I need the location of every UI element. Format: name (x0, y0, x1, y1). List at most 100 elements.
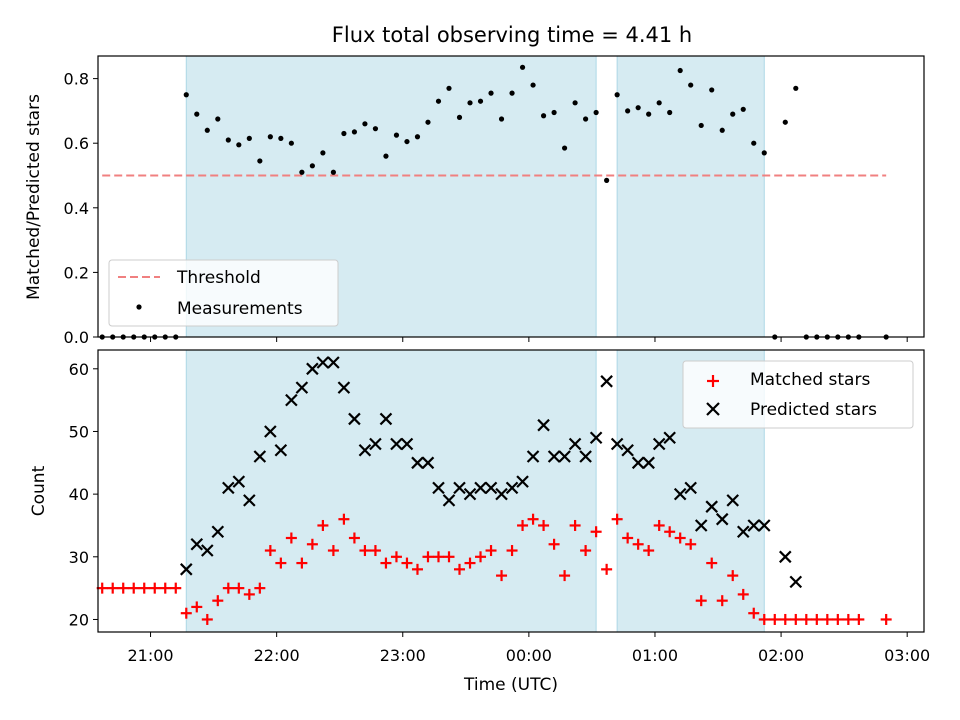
predicted-star-point (474, 481, 487, 495)
predicted-star-point (642, 456, 655, 470)
matched-star-point (517, 519, 529, 531)
measurement-point (267, 134, 273, 140)
matched-star-point (338, 513, 350, 525)
predicted-star-point (411, 456, 424, 470)
measurement-point (330, 169, 336, 175)
predicted-star-point (495, 487, 508, 501)
predicted-star-point (316, 356, 330, 369)
matched-star-point (506, 545, 518, 557)
predicted-star-point (652, 437, 666, 451)
measurement-point (194, 111, 200, 117)
matched-star-point (580, 545, 592, 557)
measurement-point (509, 90, 515, 96)
measurement-point (425, 119, 431, 125)
matched-star-point (359, 545, 371, 557)
y-tick-label: 0.6 (64, 134, 89, 153)
predicted-star-point (264, 425, 277, 438)
predicted-star-point (516, 475, 529, 488)
matched-star-point (485, 545, 497, 557)
measurement-point (709, 87, 715, 93)
matched-star-point (117, 582, 129, 594)
measurement-point (698, 122, 704, 129)
predicted-star-point (337, 381, 351, 394)
x-tick-label: 22:00 (254, 646, 300, 665)
y-tick-label: 0.2 (64, 263, 89, 282)
predicted-star-point (222, 481, 235, 495)
predicted-star-point (747, 519, 761, 532)
predicted-star-point (694, 519, 708, 532)
predicted-star-point (505, 481, 519, 495)
count-legend: Matched stars Predicted stars (682, 360, 914, 429)
predicted-star-point (442, 494, 456, 507)
matched-star-point (706, 557, 718, 569)
count-series (96, 356, 892, 625)
measurement-point (225, 137, 231, 143)
chart-title: Flux total observing time = 4.41 h (332, 23, 692, 47)
matched-star-point (159, 582, 171, 594)
predicted-star-point (684, 481, 697, 495)
matched-star-point (432, 551, 444, 563)
measurement-point (467, 100, 473, 106)
ratio-plot-frame (97, 55, 925, 338)
measurement-point (183, 92, 189, 98)
matched-star-point (170, 582, 182, 594)
matched-star-point (264, 545, 276, 557)
matched-star-point (422, 551, 434, 563)
matched-star-point (443, 551, 455, 563)
predicted-legend-label: Predicted stars (750, 400, 877, 420)
x-tick-label: 03:00 (884, 646, 930, 665)
predicted-star-point (421, 456, 435, 470)
matched-star-point (475, 551, 487, 563)
observing-window-1 (185, 349, 597, 633)
measurement-point (551, 109, 557, 116)
predicted-star-point (243, 494, 256, 507)
measurement-point (498, 116, 505, 122)
measurement-point (667, 109, 673, 116)
y-tick-label: 0.4 (64, 199, 89, 218)
predicted-star-point (558, 450, 571, 463)
predicted-star-point (306, 362, 319, 376)
matched-star-point (716, 595, 728, 607)
matched-star-point (811, 613, 823, 625)
measurement-point (341, 130, 347, 137)
measurement-point (320, 150, 326, 156)
predicted-star-point (400, 437, 414, 451)
matched-star-point (538, 519, 550, 531)
predicted-star-point (432, 481, 445, 495)
y-tick-label: 20 (69, 610, 89, 629)
matched-star-point (674, 532, 686, 544)
predicted-star-point (579, 450, 592, 463)
matched-star-point (464, 557, 476, 569)
matched-star-point (191, 601, 203, 613)
ratio-legend-frame (108, 259, 339, 327)
measurement-point (309, 163, 315, 169)
matched-star-point (180, 607, 192, 619)
matched-legend-label: Matched stars (750, 370, 870, 390)
matched-star-point (107, 582, 119, 594)
matched-star-point (254, 582, 266, 594)
predicted-star-point (274, 443, 288, 457)
predicted-star-point (390, 437, 403, 451)
count-y-ticks: 20 30 40 50 60 (69, 360, 98, 629)
predicted-star-point (201, 544, 214, 557)
y-tick-label: 50 (69, 422, 89, 441)
measurement-point (288, 140, 294, 146)
measurement-point (456, 114, 463, 120)
matched-star-point (285, 532, 297, 544)
predicted-star-point (348, 412, 361, 426)
matched-star-point (685, 538, 697, 550)
measurement-point (572, 100, 578, 106)
predicted-star-point (789, 575, 803, 589)
measurement-point (204, 127, 210, 133)
measurement-point (646, 111, 652, 117)
matched-star-point (800, 613, 812, 625)
measurement-point (488, 90, 494, 96)
matched-star-point (611, 513, 623, 525)
measurement-point (656, 100, 662, 106)
predicted-star-point (526, 450, 540, 463)
matched-star-point (779, 613, 791, 625)
predicted-star-point (673, 487, 687, 501)
matched-star-point (411, 563, 423, 575)
matched-star-point (243, 588, 255, 600)
measurement-point (604, 177, 610, 183)
